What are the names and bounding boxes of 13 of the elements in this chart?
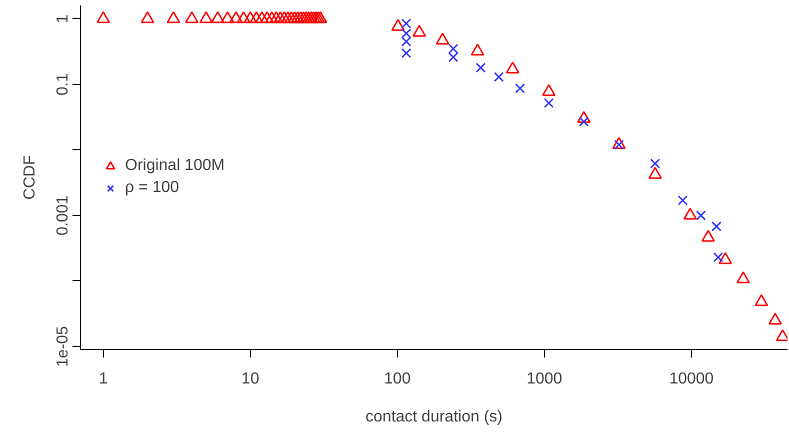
legend-label: Original 100M (125, 157, 225, 175)
x-axis-title: contact duration (s) (366, 408, 502, 426)
x-tick-label: 10000 (669, 370, 714, 388)
y-tick-label: 1e-05 (54, 326, 72, 367)
y-tick-label: 0.1 (54, 73, 72, 96)
x-tick-label: 1000 (526, 370, 562, 388)
y-tick-label: 0.001 (54, 195, 72, 236)
legend-label: ρ = 100 (125, 179, 180, 197)
y-axis-title: CCDF (22, 155, 38, 200)
y-tick-label: 1 (54, 14, 72, 24)
x-tick-label: 1 (98, 370, 108, 388)
x-tick-label: 100 (384, 370, 411, 388)
x-tick-label: 10 (241, 370, 260, 388)
